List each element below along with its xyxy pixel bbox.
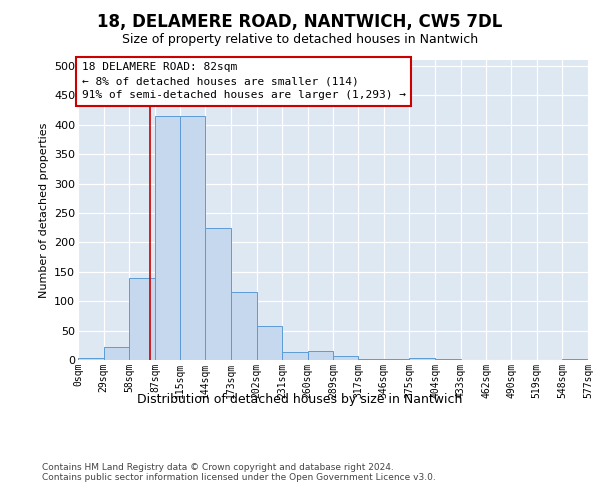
Bar <box>308 351 334 360</box>
Y-axis label: Number of detached properties: Number of detached properties <box>38 122 49 298</box>
Bar <box>179 116 205 360</box>
Bar <box>129 278 155 360</box>
Bar <box>409 358 435 360</box>
Bar <box>334 356 358 360</box>
Bar <box>104 347 129 360</box>
Text: Size of property relative to detached houses in Nantwich: Size of property relative to detached ho… <box>122 32 478 46</box>
Bar <box>562 359 588 360</box>
Bar <box>155 116 179 360</box>
Bar <box>78 358 104 360</box>
Text: 18 DELAMERE ROAD: 82sqm
← 8% of detached houses are smaller (114)
91% of semi-de: 18 DELAMERE ROAD: 82sqm ← 8% of detached… <box>82 62 406 100</box>
Bar <box>257 326 282 360</box>
Bar <box>205 228 231 360</box>
Text: Distribution of detached houses by size in Nantwich: Distribution of detached houses by size … <box>137 392 463 406</box>
Text: Contains HM Land Registry data © Crown copyright and database right 2024.
Contai: Contains HM Land Registry data © Crown c… <box>42 462 436 482</box>
Bar <box>282 352 308 360</box>
Text: 18, DELAMERE ROAD, NANTWICH, CW5 7DL: 18, DELAMERE ROAD, NANTWICH, CW5 7DL <box>97 12 503 30</box>
Bar <box>231 292 257 360</box>
